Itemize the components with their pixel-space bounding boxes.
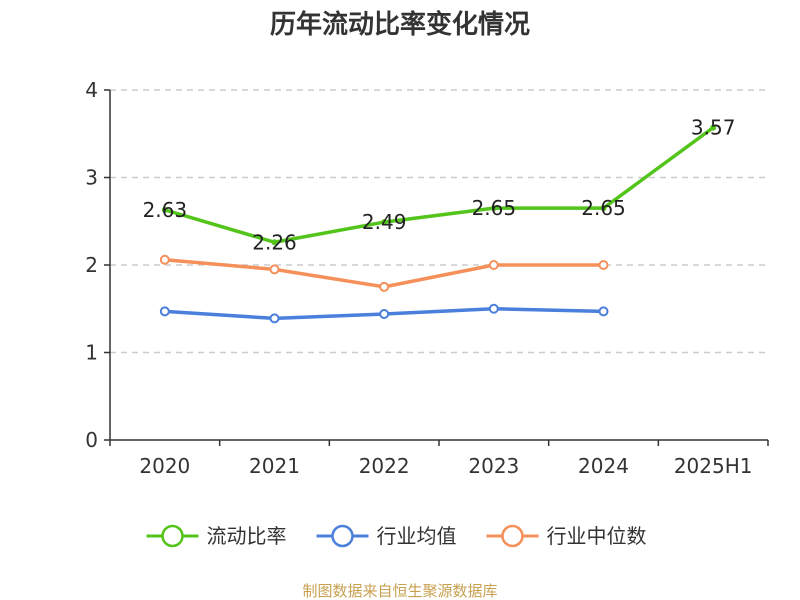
x-tick-label: 2025H1	[674, 454, 753, 478]
data-point	[159, 306, 170, 317]
x-tick-label: 2022	[359, 454, 410, 478]
data-label: 2.49	[362, 210, 407, 234]
data-label: 2.63	[143, 198, 188, 222]
legend-label: 流动比率	[207, 524, 287, 548]
legend-item-1: 行业均值	[316, 524, 457, 548]
source-note: 制图数据来自恒生聚源数据库	[302, 582, 497, 600]
axes: 0 1 2 3 4 2020 2021 2022 2023 2024 2025H1	[85, 78, 769, 478]
data-point	[598, 306, 609, 317]
data-point	[488, 303, 499, 314]
data-point	[161, 206, 168, 213]
data-labels: 2.63 2.26 2.49 2.65 2.65 3.57	[143, 116, 736, 255]
data-point	[710, 124, 717, 131]
x-tick-label: 2024	[578, 454, 629, 478]
data-point	[379, 281, 390, 292]
data-point	[379, 309, 390, 319]
data-point	[600, 205, 607, 212]
y-tick-label: 0	[85, 428, 98, 452]
legend: 流动比率 行业均值 行业中位数	[146, 524, 647, 548]
legend-swatch-marker	[331, 524, 354, 548]
x-tick-label: 2020	[139, 454, 190, 478]
legend-item-0: 流动比率	[146, 524, 287, 548]
legend-label: 行业均值	[377, 524, 457, 548]
data-point	[271, 239, 278, 246]
data-label: 3.57	[691, 116, 736, 140]
data-point	[598, 260, 609, 270]
data-point	[269, 264, 280, 275]
legend-swatch-marker	[501, 524, 524, 548]
x-tick-label: 2023	[468, 454, 519, 478]
data-point	[490, 205, 497, 212]
y-tick-label: 4	[85, 78, 98, 102]
series-lines	[159, 124, 717, 324]
y-tick-label: 2	[85, 253, 98, 277]
data-label: 2.65	[581, 196, 626, 220]
chart-title: 历年流动比率变化情况	[270, 9, 530, 40]
y-tick-label: 1	[85, 341, 98, 365]
legend-swatch-marker	[161, 524, 184, 548]
data-label: 2.65	[472, 196, 517, 220]
series-line-0	[163, 125, 715, 244]
legend-label: 行业中位数	[547, 524, 647, 548]
y-tick-label: 3	[85, 166, 98, 190]
data-point	[381, 219, 388, 226]
data-point	[488, 260, 499, 270]
data-label: 2.26	[252, 230, 297, 254]
legend-item-2: 行业中位数	[486, 524, 647, 548]
data-point	[159, 254, 170, 265]
x-tick-label: 2021	[249, 454, 300, 478]
data-point	[269, 313, 280, 324]
